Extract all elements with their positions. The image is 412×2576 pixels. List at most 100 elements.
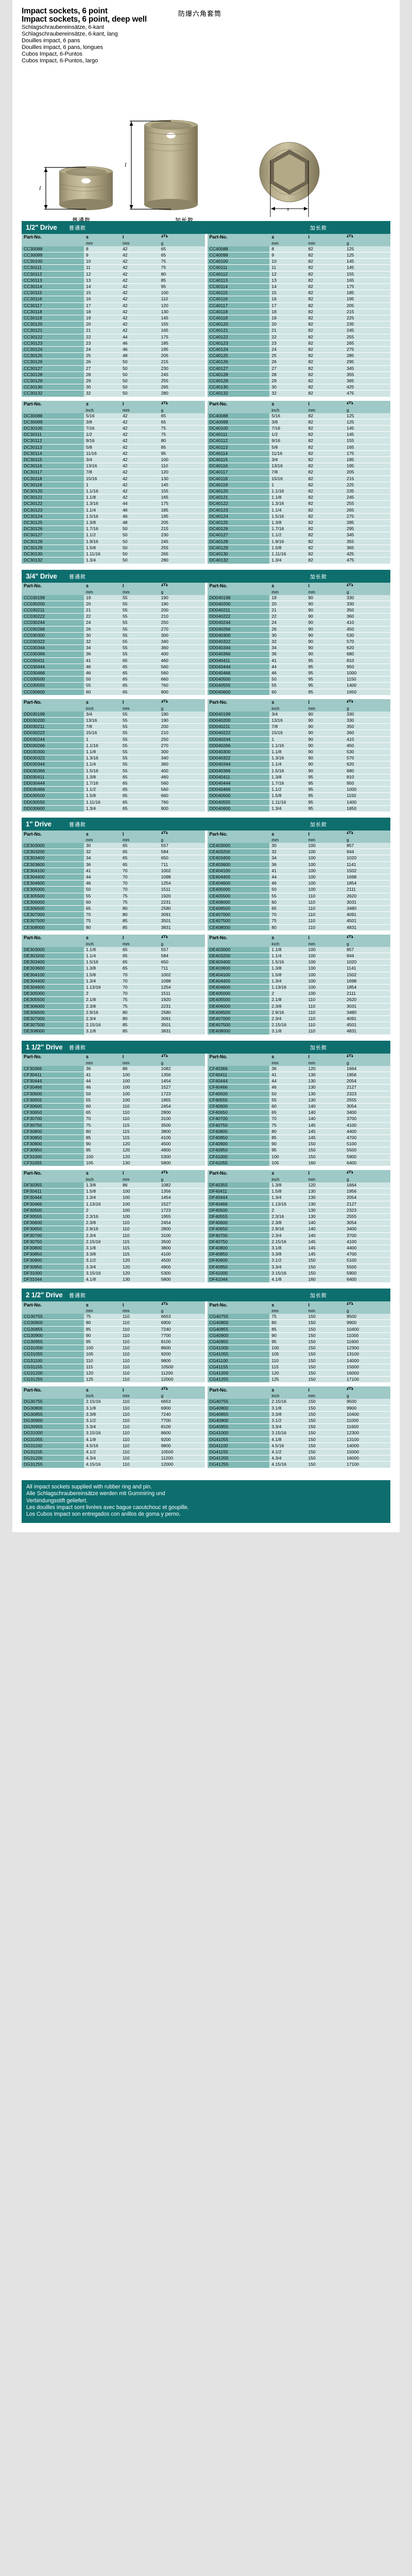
table-row[interactable]: CG41200 120 150 16000 — [207, 1370, 390, 1377]
table-row[interactable]: DC30125 1.3/8 48 205 — [22, 519, 205, 527]
table-row[interactable]: DG40900 3.1/2 150 11000 — [207, 1417, 390, 1425]
table-row[interactable]: DD040199 3/4 90 330 — [207, 711, 390, 718]
table-row[interactable]: CC30100 10 42 75 — [22, 258, 205, 265]
table-row[interactable]: DG31100 4.5/16 110 9800 — [22, 1443, 205, 1450]
table-row[interactable]: DD040266 26 90 450 — [207, 626, 390, 633]
table-row[interactable]: DF40950 3.3/4 150 5500 — [207, 1264, 390, 1270]
table-row[interactable]: CE305500 55 75 1920 — [22, 893, 205, 900]
table-row[interactable]: CC40127 27 82 345 — [207, 365, 390, 372]
table-row[interactable]: DC40117 7/8 82 205 — [207, 469, 390, 476]
table-row[interactable]: DE306500 2.9/16 80 2580 — [22, 1009, 205, 1016]
table-row[interactable]: CF30800 80 115 3800 — [22, 1128, 205, 1135]
table-row[interactable]: CC30114 14 42 95 — [22, 283, 205, 291]
table-row[interactable]: DE304400 1.3/4 70 1098 — [22, 978, 205, 985]
table-row[interactable]: CC030266 26 55 270 — [22, 626, 205, 633]
table-row[interactable]: DC40128 1.9/16 82 355 — [207, 538, 390, 545]
table-row[interactable]: CE308000 80 85 3831 — [22, 924, 205, 931]
table-row[interactable]: DF30850 3.3/8 115 4100 — [22, 1251, 205, 1258]
table-row[interactable]: DF40355 1.3/8 120 1664 — [207, 1182, 390, 1189]
table-row[interactable]: CF30900 90 120 4500 — [22, 1141, 205, 1148]
table-row[interactable]: CE304100 41 70 1002 — [22, 868, 205, 875]
table-row[interactable]: DC30129 1.5/8 50 255 — [22, 545, 205, 552]
table-row[interactable]: DE306000 2.3/8 75 2231 — [22, 1003, 205, 1010]
table-row[interactable]: CE303400 34 65 650 — [22, 855, 205, 862]
table-row[interactable]: DC40127 1.1/2 82 345 — [207, 532, 390, 539]
table-row[interactable]: DF30355 1.3/8 86 1082 — [22, 1182, 205, 1189]
table-row[interactable]: CE403000 30 100 857 — [207, 843, 390, 850]
table-row[interactable]: DC30088 5/16 42 65 — [22, 413, 205, 419]
table-row[interactable]: CC030199 19 55 190 — [22, 595, 205, 601]
table-row[interactable]: CC030444 46 65 560 — [22, 664, 205, 670]
table-row[interactable]: CE307500 75 85 3501 — [22, 918, 205, 925]
table-row[interactable]: CF40466 46 130 2127 — [207, 1084, 390, 1091]
table-row[interactable]: CG40800 80 150 9900 — [207, 1319, 390, 1327]
table-row[interactable]: CE407500 75 110 4501 — [207, 918, 390, 925]
table-row[interactable]: DC40129 1.5/8 82 365 — [207, 545, 390, 552]
table-row[interactable]: CC40124 24 82 275 — [207, 346, 390, 353]
table-row[interactable]: CF40950 95 150 5500 — [207, 1147, 390, 1154]
table-row[interactable]: DD040300 30 90 530 — [207, 632, 390, 639]
table-row[interactable]: CC030366 36 55 400 — [22, 651, 205, 658]
table-row[interactable]: CC30120 20 42 155 — [22, 321, 205, 328]
table-row[interactable]: CG40755 75 150 9500 — [207, 1314, 390, 1320]
table-row[interactable]: CF40600 60 140 3054 — [207, 1103, 390, 1110]
table-row[interactable]: DF40600 2.3/8 140 3054 — [207, 1219, 390, 1227]
table-row[interactable]: DD040500 50 95 1150 — [207, 676, 390, 683]
table-row[interactable]: CE403200 32 100 944 — [207, 849, 390, 856]
table-row[interactable]: DF40444 1.3/4 130 2054 — [207, 1194, 390, 1201]
table-row[interactable]: DC40121 1.1/8 82 245 — [207, 494, 390, 501]
table-row[interactable]: CE303200 32 65 584 — [22, 849, 205, 856]
table-row[interactable]: DC30132 1.3/4 50 280 — [22, 557, 205, 564]
table-row[interactable]: DD040444 44 95 950 — [207, 664, 390, 670]
table-row[interactable]: CF30700 70 110 3100 — [22, 1115, 205, 1123]
table-row[interactable]: CC30122 22 44 175 — [22, 334, 205, 341]
table-row[interactable]: DF40750 2.15/16 145 4100 — [207, 1239, 390, 1245]
table-row[interactable]: CC30099 9 42 65 — [22, 252, 205, 259]
table-row[interactable]: CF30366 36 86 1082 — [22, 1065, 205, 1072]
table-row[interactable]: CE403600 36 100 1141 — [207, 861, 390, 868]
table-row[interactable]: DD040211 7/8 90 350 — [207, 723, 390, 731]
table-row[interactable]: CC030244 24 55 250 — [22, 619, 205, 626]
table-row[interactable]: DD040366 1.5/16 90 680 — [207, 768, 390, 774]
table-row[interactable]: DC30116 13/16 42 110 — [22, 463, 205, 470]
table-row[interactable]: DC40130 1.11/16 82 425 — [207, 551, 390, 558]
table-row[interactable]: DG41155 4.1/2 150 15000 — [207, 1449, 390, 1456]
table-row[interactable]: DF40850 3.3/8 145 4700 — [207, 1251, 390, 1258]
table-row[interactable]: CC40118 18 82 215 — [207, 309, 390, 315]
table-row[interactable]: DG31055 4.1/8 110 9200 — [22, 1436, 205, 1443]
table-row[interactable]: CG30955 95 110 8100 — [22, 1338, 205, 1346]
table-row[interactable]: CF40650 65 140 3400 — [207, 1109, 390, 1116]
table-row[interactable]: CC30124 24 46 195 — [22, 346, 205, 353]
table-row[interactable]: DG30855 3.3/8 110 7240 — [22, 1411, 205, 1418]
table-row[interactable]: DE308000 3.1/8 85 3831 — [22, 1028, 205, 1035]
table-row[interactable]: CE304400 44 70 1098 — [22, 874, 205, 881]
table-row[interactable]: DG40800 3.1/8 150 9900 — [207, 1405, 390, 1412]
table-row[interactable]: CC40115 15 82 185 — [207, 290, 390, 297]
table-row[interactable]: CC030300 30 55 300 — [22, 632, 205, 639]
table-row[interactable]: CG41155 115 150 15000 — [207, 1364, 390, 1371]
table-row[interactable]: CC40126 26 82 295 — [207, 359, 390, 366]
table-row[interactable]: DC30119 1 42 145 — [22, 482, 205, 489]
table-row[interactable]: CC030411 41 65 460 — [22, 657, 205, 664]
table-row[interactable]: CG41255 125 150 17100 — [207, 1376, 390, 1383]
table-row[interactable]: DC40111 1/2 82 145 — [207, 431, 390, 438]
table-row[interactable]: CC030600 60 65 900 — [22, 689, 205, 696]
table-row[interactable]: CC40123 23 82 265 — [207, 340, 390, 347]
table-row[interactable]: CF40500 50 130 2323 — [207, 1091, 390, 1097]
table-row[interactable]: DF30650 2.9/16 110 2800 — [22, 1226, 205, 1233]
table-row[interactable]: DC40119 1 82 225 — [207, 482, 390, 489]
table-row[interactable]: CF40366 36 120 1664 — [207, 1065, 390, 1072]
table-row[interactable]: CC40117 17 82 205 — [207, 302, 390, 309]
table-row[interactable]: DF40411 1.5/8 130 1956 — [207, 1188, 390, 1195]
table-row[interactable]: CG30755 75 110 6653 — [22, 1314, 205, 1320]
table-row[interactable]: DG41055 4.1/8 150 13100 — [207, 1436, 390, 1443]
table-row[interactable]: DC30114 11/16 42 95 — [22, 450, 205, 457]
table-row[interactable]: DD040200 13/16 90 330 — [207, 717, 390, 724]
table-row[interactable]: DC40099 3/8 82 125 — [207, 419, 390, 426]
table-row[interactable]: DC30128 1.9/16 50 245 — [22, 538, 205, 545]
table-row[interactable]: CE404600 46 100 1854 — [207, 880, 390, 887]
table-row[interactable]: DD040600 1.3/4 95 1650 — [207, 805, 390, 812]
table-row[interactable]: CC30129 29 50 255 — [22, 378, 205, 385]
table-row[interactable]: DD040200 20 90 330 — [207, 601, 390, 607]
table-row[interactable]: CC40122 22 82 255 — [207, 334, 390, 341]
